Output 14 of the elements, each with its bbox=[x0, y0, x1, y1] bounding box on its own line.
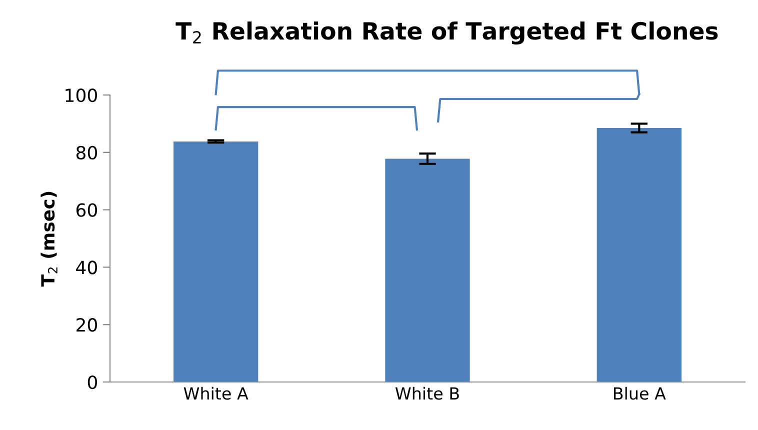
y-tick-label: 80 bbox=[76, 146, 97, 160]
x-tick-label: Blue A bbox=[614, 386, 666, 400]
x-tick-label: White B bbox=[395, 386, 459, 400]
y-tick-label: 60 bbox=[76, 203, 97, 217]
y-tick-label: 100 bbox=[66, 88, 97, 102]
bar bbox=[174, 141, 258, 382]
chart-title: T$_{2}$ Relaxation Rate of Targeted Ft Clones bbox=[176, 22, 718, 45]
bar bbox=[596, 128, 682, 382]
y-axis-title: T$_{2}$ (msec) bbox=[40, 192, 58, 287]
y-tick-label: 0 bbox=[88, 375, 97, 390]
bar bbox=[385, 158, 470, 382]
y-tick-label: 40 bbox=[76, 260, 97, 274]
x-tick-label: White A bbox=[184, 386, 248, 400]
y-tick-label: 20 bbox=[76, 318, 97, 332]
